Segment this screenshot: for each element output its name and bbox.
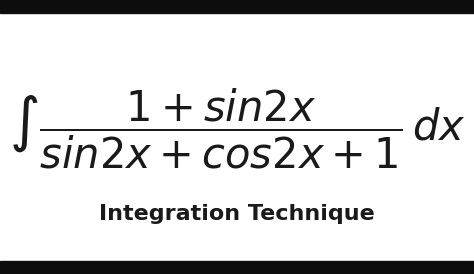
- Text: Integration Technique: Integration Technique: [99, 204, 375, 224]
- Text: $\int \dfrac{1 + \mathit{sin2x}}{\mathit{sin2x} + \mathit{cos2x} + 1}\,\mathit{d: $\int \dfrac{1 + \mathit{sin2x}}{\mathit…: [9, 87, 465, 171]
